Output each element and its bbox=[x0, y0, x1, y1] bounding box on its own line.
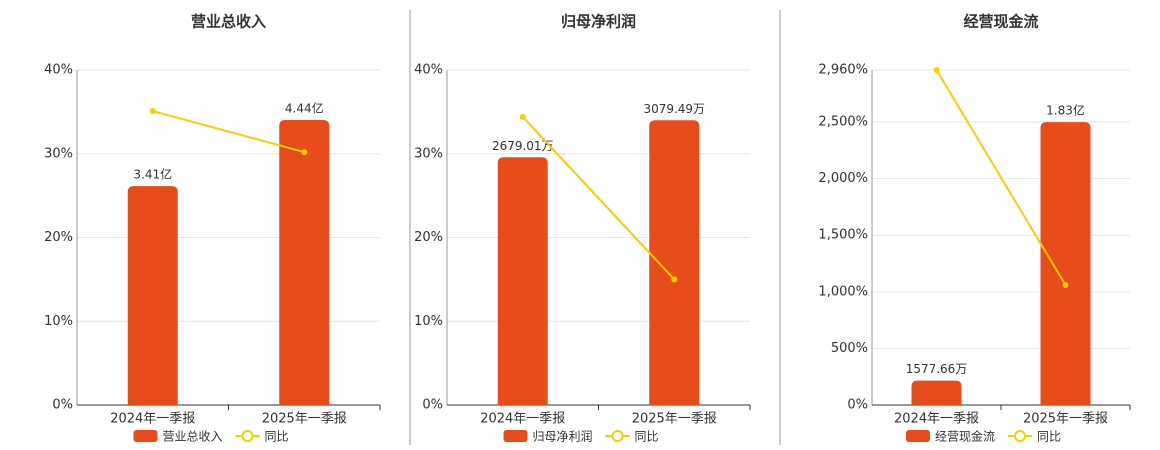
line-point bbox=[1062, 282, 1069, 289]
value-label: 3079.49万 bbox=[643, 102, 705, 116]
line-point bbox=[933, 67, 940, 73]
y-tick-label: 10% bbox=[44, 314, 73, 329]
chart-title: 归母净利润 bbox=[561, 13, 636, 31]
line-point bbox=[301, 149, 308, 156]
chart-title: 营业总收入 bbox=[191, 13, 266, 31]
x-tick-label: 2024年一季报 bbox=[894, 412, 979, 427]
legend-swatch bbox=[1014, 430, 1027, 442]
bar bbox=[127, 186, 178, 405]
legend-swatch bbox=[241, 430, 254, 442]
line bbox=[152, 110, 305, 154]
value-label: 1577.66万 bbox=[906, 362, 968, 376]
y-tick-label: 40% bbox=[414, 63, 443, 78]
x-tick-label: 2025年一季报 bbox=[262, 412, 347, 427]
y-tick-label: 0% bbox=[847, 398, 868, 413]
x-tick-label: 2024年一季报 bbox=[110, 412, 195, 427]
y-tick-label: 20% bbox=[414, 230, 443, 245]
legend-swatch bbox=[503, 430, 528, 442]
bar bbox=[649, 120, 700, 405]
y-tick-label: 2,500% bbox=[818, 115, 868, 130]
line-point bbox=[149, 108, 156, 115]
value-label: 1.83亿 bbox=[1046, 103, 1085, 118]
x-tick-label: 2025年一季报 bbox=[1023, 412, 1108, 427]
y-tick-label: 1,000% bbox=[818, 284, 868, 299]
y-tick-label: 2,000% bbox=[818, 171, 868, 186]
value-label: 4.44亿 bbox=[285, 101, 324, 116]
legend-label: 经营现金流 bbox=[935, 429, 995, 444]
bar bbox=[497, 157, 548, 405]
legend-label: 同比 bbox=[635, 430, 659, 444]
bar bbox=[1040, 122, 1091, 406]
legend-label: 同比 bbox=[1037, 430, 1061, 444]
legend-label: 营业总收入 bbox=[163, 430, 223, 444]
y-tick-label: 500% bbox=[831, 341, 868, 356]
bar bbox=[911, 380, 962, 405]
legend-swatch bbox=[906, 430, 930, 442]
legend-label: 归母净利润 bbox=[533, 430, 593, 444]
y-tick-label: 1,500% bbox=[818, 228, 868, 243]
value-label: 3.41亿 bbox=[133, 167, 172, 182]
line-point bbox=[519, 113, 526, 120]
y-tick-label: 2,960% bbox=[818, 63, 868, 78]
chart-title: 经营现金流 bbox=[963, 13, 1038, 31]
y-tick-label: 30% bbox=[414, 146, 443, 161]
legend-label: 同比 bbox=[265, 430, 289, 444]
legend-swatch bbox=[611, 430, 624, 442]
y-tick-label: 30% bbox=[44, 146, 73, 161]
bar bbox=[279, 120, 330, 406]
y-tick-label: 10% bbox=[414, 314, 443, 329]
line bbox=[935, 69, 1067, 286]
y-tick-label: 40% bbox=[44, 63, 73, 78]
y-tick-label: 0% bbox=[52, 398, 73, 413]
value-label: 2679.01万 bbox=[492, 139, 554, 153]
line bbox=[522, 116, 675, 281]
y-tick-label: 20% bbox=[44, 230, 73, 245]
line-point bbox=[671, 276, 678, 283]
x-tick-label: 2024年一季报 bbox=[480, 412, 565, 427]
legend-swatch bbox=[133, 430, 158, 442]
y-tick-label: 0% bbox=[422, 398, 443, 413]
x-tick-label: 2025年一季报 bbox=[632, 412, 717, 427]
